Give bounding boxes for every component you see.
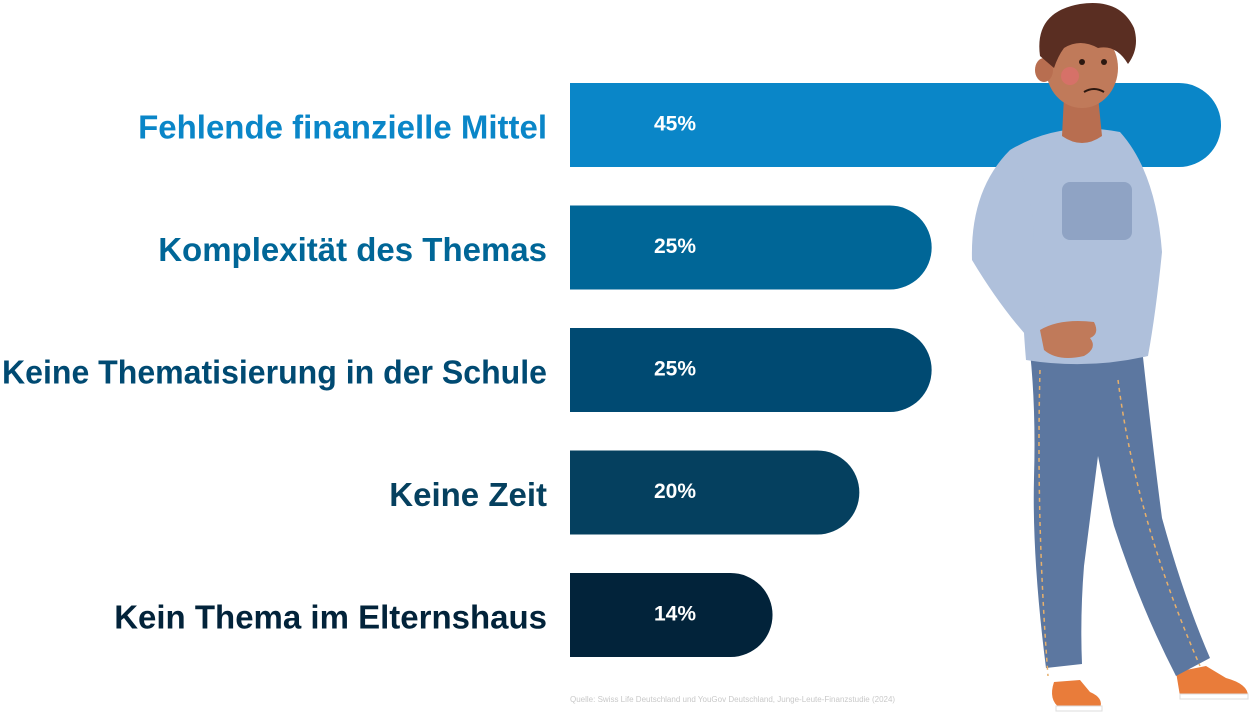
left-eye <box>1079 59 1085 65</box>
category-label-3: Keine Thematisierung in der Schule <box>2 354 547 391</box>
right-eye <box>1101 59 1107 65</box>
source-note: Quelle: Swiss Life Deutschland und YouGo… <box>570 695 896 704</box>
sweater-pocket <box>1062 182 1132 240</box>
cheek-blush <box>1061 67 1079 85</box>
value-label-4: 20% <box>654 480 696 503</box>
category-label-2: Komplexität des Themas <box>158 231 547 268</box>
value-label-1: 45% <box>654 113 696 136</box>
value-label-5: 14% <box>654 603 696 626</box>
trousers <box>1030 348 1210 676</box>
labels-layer: 45% Fehlende finanzielle Mittel 25% Komplex… <box>2 109 696 636</box>
mouth <box>1083 88 1105 93</box>
person-illustration <box>971 3 1249 712</box>
left-hand <box>1040 321 1097 358</box>
left-arm <box>971 150 1054 344</box>
hair <box>1039 3 1136 68</box>
right-shoe <box>1176 666 1248 699</box>
category-label-1: Fehlende finanzielle Mittel <box>138 109 547 146</box>
bar-4 <box>570 450 860 535</box>
value-label-3: 25% <box>654 358 696 381</box>
bar-3 <box>570 328 932 412</box>
bar-5 <box>570 573 773 657</box>
trouser-seams <box>1038 369 1201 677</box>
value-label-2: 25% <box>654 235 696 258</box>
ear <box>1035 58 1053 82</box>
category-label-4: Keine Zeit <box>389 476 547 513</box>
left-shoe <box>1052 680 1101 708</box>
category-label-5: Kein Thema im Elternshaus <box>114 599 547 636</box>
bar-2 <box>570 205 932 290</box>
neck <box>1062 96 1102 143</box>
shoe-soles <box>1055 693 1249 712</box>
bars-layer <box>570 83 1221 657</box>
